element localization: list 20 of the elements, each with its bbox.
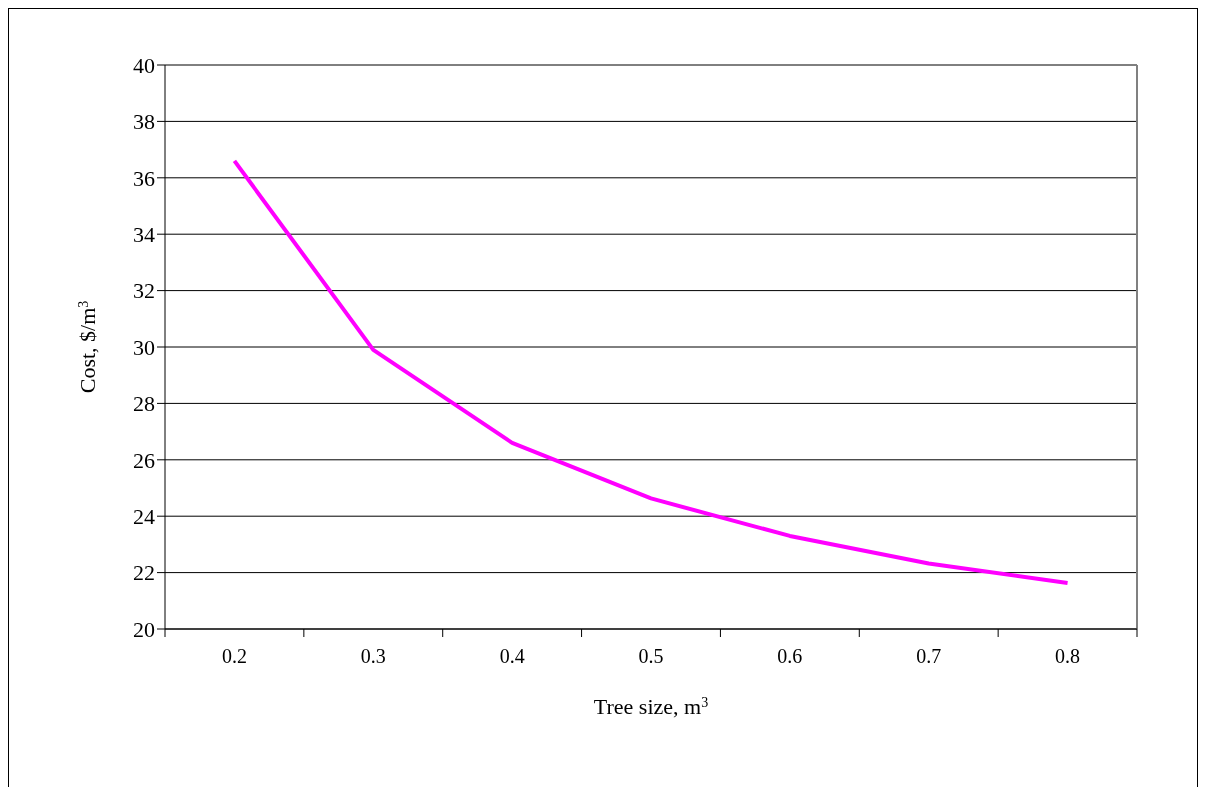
y-tick-label: 32 bbox=[133, 278, 155, 304]
y-tick-label: 30 bbox=[133, 334, 155, 360]
x-tick-label: 0.7 bbox=[916, 645, 942, 668]
y-tick-label: 28 bbox=[133, 391, 155, 417]
y-tick-label: 40 bbox=[133, 52, 155, 78]
x-tick-label: 0.4 bbox=[499, 645, 525, 668]
y-tick-label: 20 bbox=[133, 616, 155, 642]
x-tick-label: 0.3 bbox=[360, 645, 386, 668]
x-axis-title: Tree size, m$^{3}$ bbox=[593, 694, 709, 719]
line-series bbox=[232, 158, 1070, 586]
x-tick-label: 0.5 bbox=[638, 645, 664, 668]
y-tick-label: 38 bbox=[133, 109, 155, 135]
x-tick-label: 0.8 bbox=[1055, 645, 1081, 668]
x-tick-label: 0.6 bbox=[777, 645, 803, 668]
y-tick-label: 26 bbox=[133, 447, 155, 473]
y-tick-label: 22 bbox=[133, 560, 155, 586]
y-tick-label: 34 bbox=[133, 222, 155, 248]
y-tick-label: 24 bbox=[133, 504, 155, 530]
x-tick-label: 0.2 bbox=[221, 645, 247, 668]
y-tick-label: 36 bbox=[133, 165, 155, 191]
